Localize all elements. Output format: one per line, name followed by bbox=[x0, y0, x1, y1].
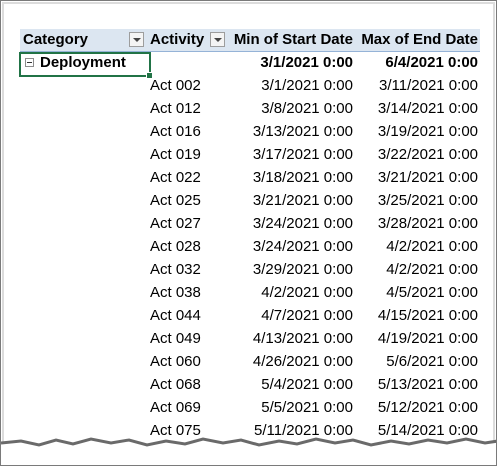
activity-cell[interactable]: Act 027 bbox=[150, 215, 201, 232]
table-row[interactable]: Act 016 3/13/2021 0:00 3/19/2021 0:00 bbox=[20, 121, 480, 144]
min-start-cell[interactable]: 3/29/2021 0:00 bbox=[252, 261, 353, 278]
min-start-cell[interactable]: 5/5/2021 0:00 bbox=[261, 399, 353, 416]
max-end-cell[interactable]: 5/12/2021 0:00 bbox=[377, 399, 478, 416]
activity-cell[interactable]: Act 068 bbox=[150, 376, 201, 393]
table-row[interactable]: Act 028 3/24/2021 0:00 4/2/2021 0:00 bbox=[20, 236, 480, 259]
group-max-end[interactable]: 6/4/2021 0:00 bbox=[385, 54, 478, 71]
min-start-cell[interactable]: 4/26/2021 0:00 bbox=[252, 353, 353, 370]
group-min-start[interactable]: 3/1/2021 0:00 bbox=[260, 54, 353, 71]
max-end-cell[interactable]: 5/13/2021 0:00 bbox=[377, 376, 478, 393]
min-start-cell[interactable]: 3/24/2021 0:00 bbox=[252, 238, 353, 255]
table-row[interactable]: Act 025 3/21/2021 0:00 3/25/2021 0:00 bbox=[20, 190, 480, 213]
min-start-cell[interactable]: 4/2/2021 0:00 bbox=[261, 284, 353, 301]
activity-cell[interactable]: Act 002 bbox=[150, 77, 201, 94]
activity-cell[interactable]: Act 016 bbox=[150, 123, 201, 140]
max-end-cell[interactable]: 5/14/2021 0:00 bbox=[377, 422, 478, 439]
header-max-end-date[interactable]: Max of End Date bbox=[361, 31, 478, 48]
max-end-cell[interactable]: 3/11/2021 0:00 bbox=[379, 77, 478, 94]
table-row[interactable]: Act 069 5/5/2021 0:00 5/12/2021 0:00 bbox=[20, 397, 480, 420]
pivot-table: Category Activity Min of Start Date Max … bbox=[19, 29, 480, 443]
min-start-cell[interactable]: 3/8/2021 0:00 bbox=[261, 100, 353, 117]
max-end-cell[interactable]: 3/19/2021 0:00 bbox=[377, 123, 478, 140]
min-start-cell[interactable]: 4/13/2021 0:00 bbox=[252, 330, 353, 347]
activity-filter-dropdown-icon[interactable] bbox=[210, 32, 225, 47]
min-start-cell[interactable]: 3/18/2021 0:00 bbox=[252, 169, 353, 186]
activity-cell[interactable]: Act 012 bbox=[150, 100, 201, 117]
activity-cell[interactable]: Act 038 bbox=[150, 284, 201, 301]
activity-rows: Act 002 3/1/2021 0:00 3/11/2021 0:00 Act 01… bbox=[20, 75, 480, 443]
table-row[interactable]: Act 068 5/4/2021 0:00 5/13/2021 0:00 bbox=[20, 374, 480, 397]
max-end-cell[interactable]: 4/2/2021 0:00 bbox=[386, 238, 478, 255]
max-end-cell[interactable]: 4/19/2021 0:00 bbox=[377, 330, 478, 347]
activity-cell[interactable]: Act 022 bbox=[150, 169, 201, 186]
table-row[interactable]: Act 038 4/2/2021 0:00 4/5/2021 0:00 bbox=[20, 282, 480, 305]
max-end-cell[interactable]: 3/25/2021 0:00 bbox=[377, 192, 478, 209]
activity-cell[interactable]: Act 028 bbox=[150, 238, 201, 255]
category-filter-dropdown-icon[interactable] bbox=[129, 32, 144, 47]
max-end-cell[interactable]: 3/22/2021 0:00 bbox=[377, 146, 478, 163]
max-end-cell[interactable]: 4/2/2021 0:00 bbox=[386, 261, 478, 278]
activity-cell[interactable]: Act 019 bbox=[150, 146, 201, 163]
min-start-cell[interactable]: 4/7/2021 0:00 bbox=[261, 307, 353, 324]
activity-cell[interactable]: Act 075 bbox=[150, 422, 201, 439]
table-row[interactable]: Act 027 3/24/2021 0:00 3/28/2021 0:00 bbox=[20, 213, 480, 236]
min-start-cell[interactable]: 5/4/2021 0:00 bbox=[261, 376, 353, 393]
table-row[interactable]: Act 044 4/7/2021 0:00 4/15/2021 0:00 bbox=[20, 305, 480, 328]
activity-cell[interactable]: Act 025 bbox=[150, 192, 201, 209]
collapse-minus-icon[interactable] bbox=[25, 58, 34, 67]
table-row[interactable]: Act 022 3/18/2021 0:00 3/21/2021 0:00 bbox=[20, 167, 480, 190]
max-end-cell[interactable]: 5/6/2021 0:00 bbox=[386, 353, 478, 370]
max-end-cell[interactable]: 3/14/2021 0:00 bbox=[377, 100, 478, 117]
activity-cell[interactable]: Act 032 bbox=[150, 261, 201, 278]
table-row[interactable]: Act 075 5/11/2021 0:00 5/14/2021 0:00 bbox=[20, 420, 480, 443]
max-end-cell[interactable]: 3/21/2021 0:00 bbox=[377, 169, 478, 186]
activity-cell[interactable]: Act 069 bbox=[150, 399, 201, 416]
table-row[interactable]: Act 060 4/26/2021 0:00 5/6/2021 0:00 bbox=[20, 351, 480, 374]
table-row[interactable]: Act 032 3/29/2021 0:00 4/2/2021 0:00 bbox=[20, 259, 480, 282]
table-row[interactable]: Act 019 3/17/2021 0:00 3/22/2021 0:00 bbox=[20, 144, 480, 167]
min-start-cell[interactable]: 3/1/2021 0:00 bbox=[261, 77, 353, 94]
min-start-cell[interactable]: 3/24/2021 0:00 bbox=[252, 215, 353, 232]
header-category[interactable]: Category bbox=[23, 31, 89, 48]
activity-cell[interactable]: Act 049 bbox=[150, 330, 201, 347]
pivot-header-row: Category Activity Min of Start Date Max … bbox=[20, 29, 480, 52]
activity-cell[interactable]: Act 044 bbox=[150, 307, 201, 324]
min-start-cell[interactable]: 3/13/2021 0:00 bbox=[252, 123, 353, 140]
table-row[interactable]: Act 012 3/8/2021 0:00 3/14/2021 0:00 bbox=[20, 98, 480, 121]
min-start-cell[interactable]: 5/11/2021 0:00 bbox=[254, 422, 353, 439]
activity-cell[interactable]: Act 060 bbox=[150, 353, 201, 370]
max-end-cell[interactable]: 3/28/2021 0:00 bbox=[377, 215, 478, 232]
group-category-label[interactable]: Deployment bbox=[40, 54, 126, 71]
max-end-cell[interactable]: 4/15/2021 0:00 bbox=[377, 307, 478, 324]
selected-cell bbox=[19, 52, 153, 79]
table-row[interactable]: Act 002 3/1/2021 0:00 3/11/2021 0:00 bbox=[20, 75, 480, 98]
header-min-start-date[interactable]: Min of Start Date bbox=[233, 31, 353, 48]
min-start-cell[interactable]: 3/17/2021 0:00 bbox=[252, 146, 353, 163]
min-start-cell[interactable]: 3/21/2021 0:00 bbox=[252, 192, 353, 209]
header-activity[interactable]: Activity bbox=[150, 31, 205, 48]
table-row[interactable]: Act 049 4/13/2021 0:00 4/19/2021 0:00 bbox=[20, 328, 480, 351]
max-end-cell[interactable]: 4/5/2021 0:00 bbox=[386, 284, 478, 301]
group-row-deployment[interactable]: Deployment 3/1/2021 0:00 6/4/2021 0:00 bbox=[19, 52, 480, 79]
